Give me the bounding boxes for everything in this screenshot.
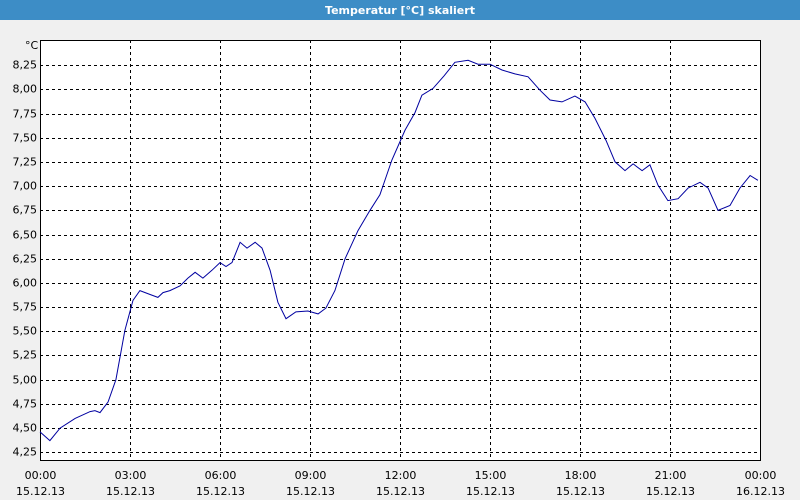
x-tick-date: 15.12.13	[286, 485, 335, 498]
y-tick-label: 5,25	[13, 349, 38, 362]
y-tick-label: 6,25	[13, 253, 38, 266]
y-tick-label: 7,00	[13, 180, 38, 193]
y-tick-label: 5,75	[13, 301, 38, 314]
x-tick-label: 15:00	[475, 469, 507, 482]
x-tick-label: 18:00	[565, 469, 597, 482]
temperature-line	[39, 59, 759, 442]
x-tick-label: 12:00	[385, 469, 417, 482]
y-tick-label: 8,00	[13, 83, 38, 96]
x-tick-label: 00:00	[745, 469, 777, 482]
y-tick-label: 6,50	[13, 229, 38, 242]
x-tick-label: 09:00	[295, 469, 327, 482]
y-tick-label: 4,25	[13, 446, 38, 459]
y-tick-label: 6,75	[13, 204, 38, 217]
x-tick-date: 16.12.13	[736, 485, 785, 498]
plot-border	[40, 40, 761, 461]
x-tick-label: 00:00	[25, 469, 57, 482]
y-tick-label: 7,75	[13, 108, 38, 121]
y-tick-label: 7,25	[13, 156, 38, 169]
x-tick-date: 15.12.13	[646, 485, 695, 498]
y-tick-label: 6,00	[13, 277, 38, 290]
y-tick-label: 7,50	[13, 132, 38, 145]
y-tick-label: 4,75	[13, 398, 38, 411]
chart-title: Temperatur [°C] skaliert	[325, 4, 475, 17]
y-tick-label: 5,50	[13, 325, 38, 338]
x-tick-date: 15.12.13	[196, 485, 245, 498]
y-tick-label: 8,25	[13, 59, 38, 72]
x-tick-date: 15.12.13	[16, 485, 65, 498]
x-tick-label: 21:00	[655, 469, 687, 482]
x-tick-label: 03:00	[115, 469, 147, 482]
y-tick-label: 4,50	[13, 422, 38, 435]
title-bar	[0, 0, 800, 20]
x-tick-date: 15.12.13	[466, 485, 515, 498]
y-axis-label: °C	[25, 39, 39, 52]
x-tick-label: 06:00	[205, 469, 237, 482]
y-tick-label: 5,00	[13, 374, 38, 387]
x-tick-date: 15.12.13	[376, 485, 425, 498]
x-tick-date: 15.12.13	[106, 485, 155, 498]
x-tick-date: 15.12.13	[556, 485, 605, 498]
